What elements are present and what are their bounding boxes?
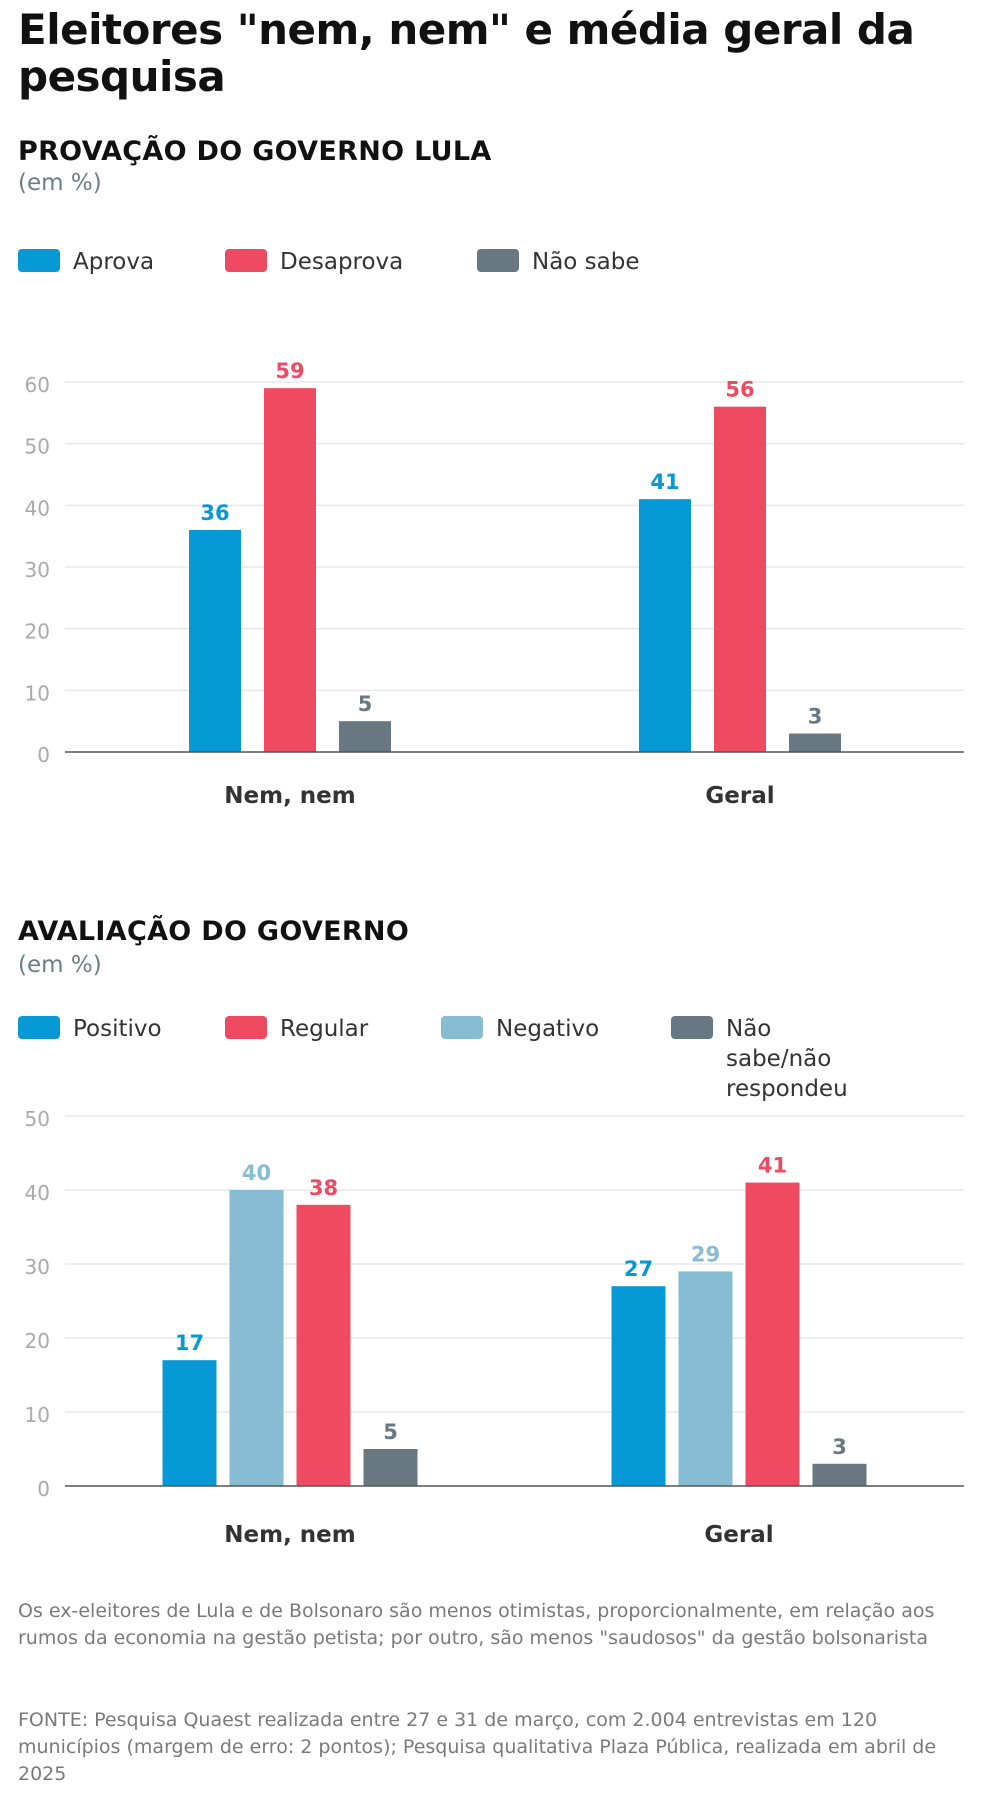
data-label: 36 [200,501,229,525]
bar-nao-sabe-nao-respondeu-nem-nem [363,1449,418,1486]
y-tick-label: 50 [25,1107,50,1131]
data-label: 3 [832,1435,847,1459]
data-label: 3 [808,705,823,729]
legend-item-nao-sabe-nao-respondeu: Não sabe/não respondeu [671,1014,861,1104]
bar-regular-nem-nem [296,1204,351,1486]
y-tick-label: 10 [25,681,50,705]
legend-swatch-positivo [18,1016,60,1039]
data-label: 29 [691,1242,720,1266]
y-tick-label: 30 [25,558,50,582]
y-tick-label: 10 [25,1403,50,1427]
legend-label-positivo: Positivo [73,1016,162,1042]
legend-label-nao-sabe-nao-respondeu: Não sabe/não respondeu [726,1016,848,1102]
data-label: 41 [758,1154,787,1178]
legend-label-aprova: Aprova [73,249,155,275]
data-label: 40 [242,1161,271,1185]
legend-swatch-regular [225,1016,267,1039]
y-tick-label: 0 [37,743,50,767]
source-text: FONTE: Pesquisa Quaest realizada entre 2… [18,1709,937,1785]
y-tick-label: 60 [25,373,50,397]
data-label: 41 [650,470,679,494]
chart-1-unit: (em %) [18,170,102,196]
bar-positivo-geral [611,1286,666,1486]
x-category-label: Nem, nem [224,1522,356,1548]
y-tick-label: 20 [25,1329,50,1353]
data-label: 56 [725,378,754,402]
data-label: 27 [624,1257,653,1281]
legend-swatch-desaprova [225,249,267,272]
bar-negativo-geral [678,1271,733,1486]
data-label: 59 [275,359,304,383]
bar-aprova-nem-nem [189,530,241,752]
bar-nao-sabe-nao-respondeu-geral [812,1463,867,1486]
bar-nao-sabe-nem-nem [339,721,391,752]
legend-label-negativo: Negativo [496,1016,600,1042]
legend-item-positivo: Positivo [18,1014,162,1044]
chart-2-plot: 0 10 20 30 40 50 17 40 38 5 Nem, nem 27 29 41 3 Geral [25,1107,964,1548]
y-tick-label: 20 [25,620,50,644]
legend-swatch-nao-sabe [477,249,519,272]
legend-swatch-nao-sabe-nao-respondeu [671,1016,713,1039]
legend-item-negativo: Negativo [441,1014,599,1044]
legend-label-regular: Regular [280,1016,369,1042]
data-label: 17 [175,1331,204,1355]
footnote-text: Os ex-eleitores de Lula e de Bolsonaro s… [18,1600,935,1649]
legend-item-nao-sabe: Não sabe [477,247,640,277]
bar-positivo-nem-nem [162,1360,217,1486]
bar-negativo-nem-nem [229,1190,284,1486]
legend-swatch-aprova [18,249,60,272]
legend-item-desaprova: Desaprova [225,247,403,277]
y-tick-label: 50 [25,435,50,459]
y-tick-label: 0 [37,1477,50,1501]
legend-item-regular: Regular [225,1014,368,1044]
chart-2-unit: (em %) [18,952,102,978]
data-label: 5 [358,692,373,716]
legend-label-nao-sabe: Não sabe [532,249,640,275]
bar-aprova-geral [639,499,691,752]
x-category-label: Geral [704,1522,773,1548]
y-tick-label: 40 [25,1181,50,1205]
data-label: 5 [383,1420,398,1444]
legend-swatch-negativo [441,1016,483,1039]
data-label: 38 [309,1176,338,1200]
bar-desaprova-geral [714,406,766,752]
main-title: Eleitores "nem, nem" e média geral da pe… [18,5,915,101]
bar-desaprova-nem-nem [264,388,316,752]
legend-item-aprova: Aprova [18,247,154,277]
y-tick-label: 40 [25,496,50,520]
chart-2-title: AVALIAÇÃO DO GOVERNO [18,916,410,947]
bar-regular-geral [745,1182,800,1486]
x-category-label: Nem, nem [224,783,356,809]
bar-nao-sabe-geral [789,733,841,752]
chart-1-title: PROVAÇÃO DO GOVERNO LULA [18,136,492,167]
y-tick-label: 30 [25,1255,50,1279]
legend-label-desaprova: Desaprova [280,249,404,275]
x-category-label: Geral [705,783,774,809]
chart-1-plot: 0 10 20 30 40 50 60 36 59 5 Nem, nem 41 56 3 Geral [25,359,964,809]
